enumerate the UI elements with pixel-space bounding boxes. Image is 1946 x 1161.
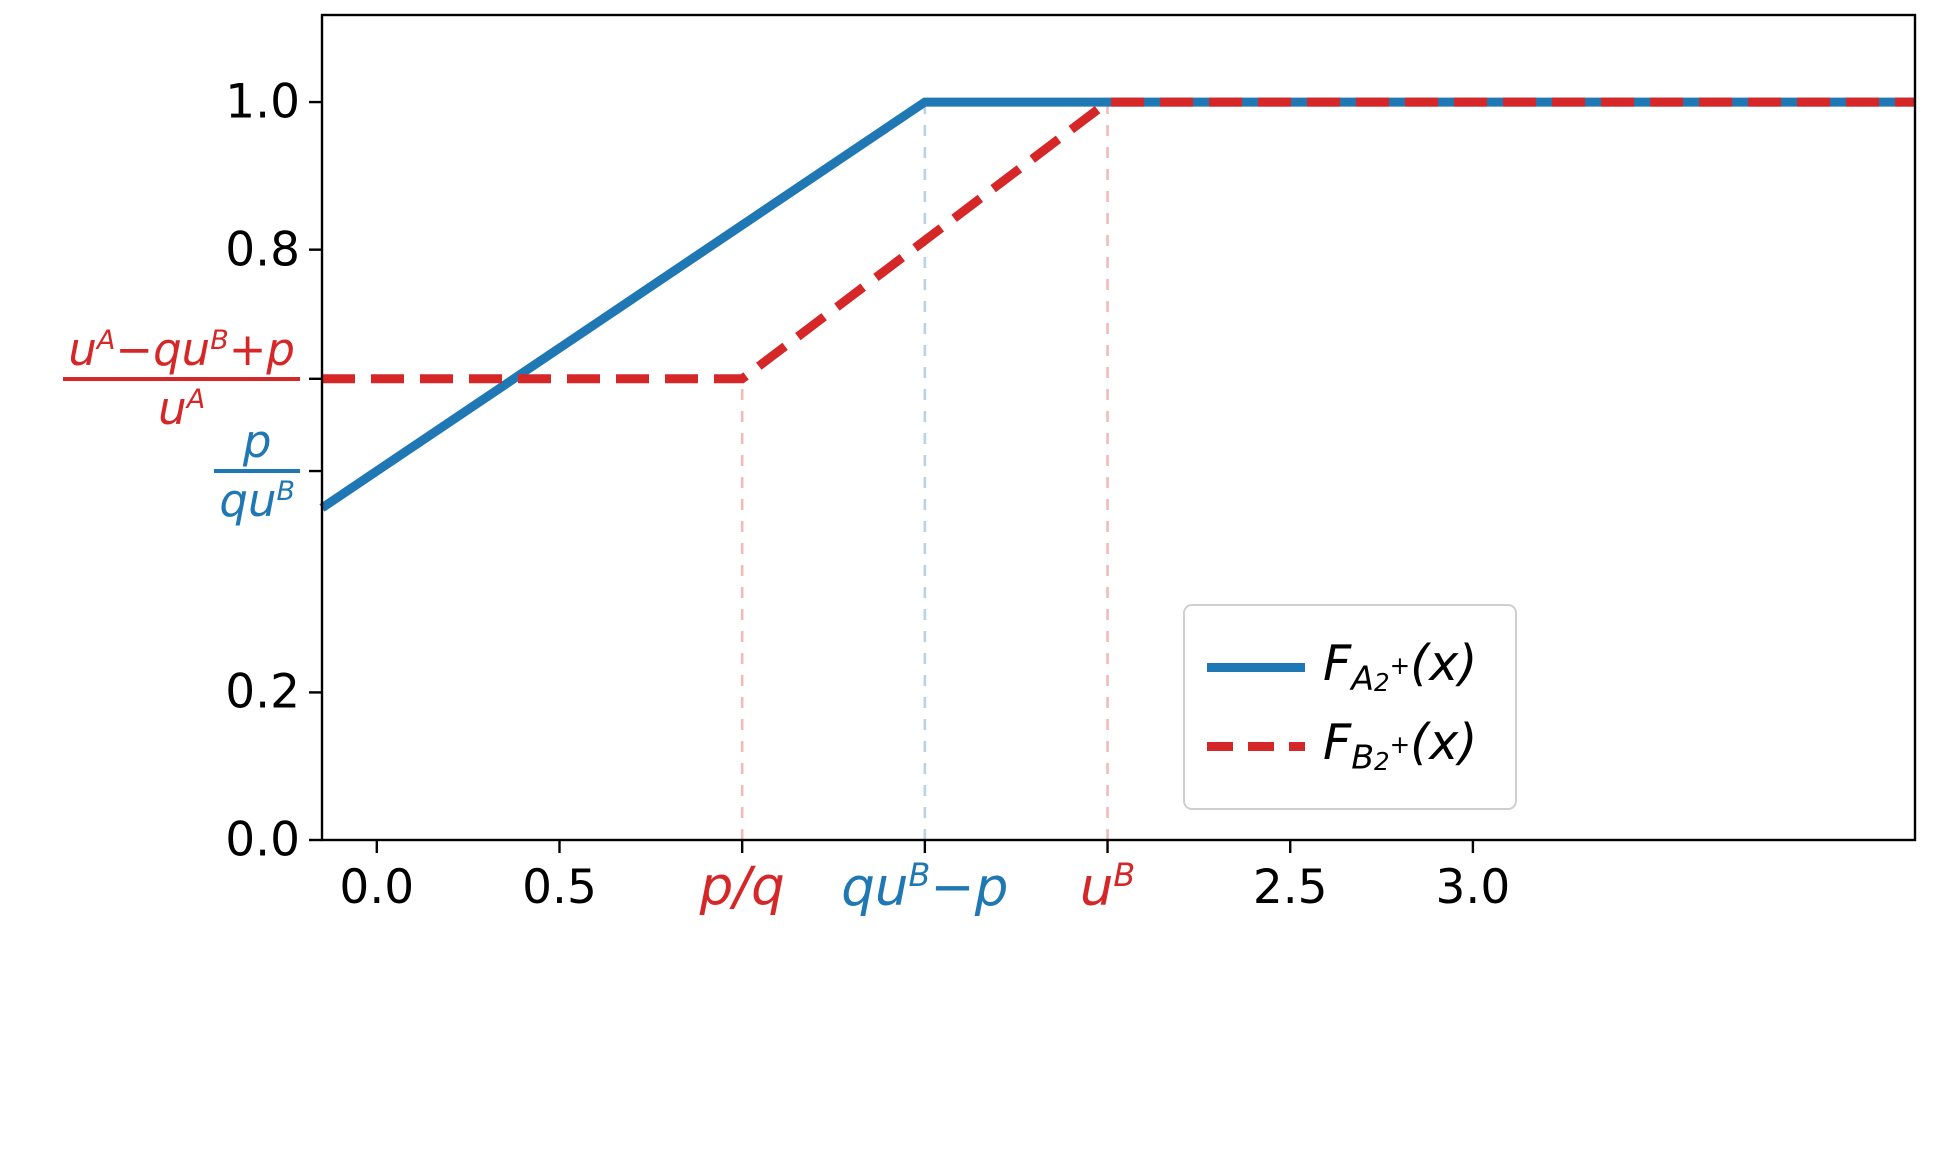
math-token: A: [96, 324, 116, 356]
x-tick-label-p-over-q: p/q: [700, 860, 785, 913]
y-tick-label-0-8: 0.8: [225, 222, 300, 278]
legend-line-sample-solid: [1207, 663, 1305, 673]
x-tick-label-3-0: 3.0: [1436, 864, 1511, 911]
math-token: B: [210, 324, 229, 356]
math-token: A: [186, 383, 206, 415]
math-token: u: [158, 381, 187, 435]
legend-entry-FA2plus: FA2+(x): [1207, 639, 1505, 696]
math-token: +p: [228, 322, 295, 376]
fraction-denominator: quB: [214, 477, 300, 524]
math-token: qu: [219, 473, 277, 527]
legend-line-sample-dashed: [1207, 741, 1305, 751]
fraction-denominator: uA: [153, 381, 210, 435]
math-token: +: [1389, 729, 1411, 759]
math-token: A: [1351, 658, 1374, 698]
legend-entry-FB2plus: FB2+(x): [1207, 718, 1505, 775]
y-tick-label-1-0: 1.0: [225, 74, 300, 130]
legend-label-FB2plus: FB2+(x): [1323, 718, 1477, 775]
math-token: +: [1389, 651, 1411, 681]
math-token: 2.5: [1252, 860, 1328, 915]
math-token: p/q: [699, 856, 785, 917]
math-token: 0.0: [339, 860, 415, 915]
math-token: B: [1113, 857, 1136, 894]
legend-label-FA2plus: FA2+(x): [1323, 639, 1477, 696]
y-tick-label-p-over-quB: p quB: [214, 418, 300, 524]
math-token: qu: [841, 857, 909, 919]
math-token: p: [242, 415, 272, 469]
x-tick-label-quB-minus-p: quB−p: [841, 860, 1008, 914]
y-tick-label-uA-minus-quB-plus-p-over-uA: uA−quB+p uA: [63, 326, 300, 432]
math-token: (x): [1410, 714, 1478, 771]
math-token: 2: [1373, 668, 1390, 698]
fraction-numerator: uA−quB+p: [63, 326, 300, 373]
math-token: 0.5: [522, 860, 597, 915]
legend: FA2+(x) FB2+(x): [1183, 604, 1517, 810]
math-token: u: [68, 322, 97, 376]
math-token: 2: [1374, 747, 1390, 777]
math-token: B: [1351, 737, 1375, 777]
fraction-numerator: p: [238, 418, 277, 465]
fraction-bar: [214, 469, 300, 473]
math-token: −qu: [115, 322, 211, 376]
x-tick-label-0-5: 0.5: [522, 864, 597, 911]
series-line-F_B2+(x): [322, 97, 1915, 384]
math-token: F: [1323, 714, 1352, 771]
x-tick-label-2-5: 2.5: [1253, 864, 1328, 911]
fraction-bar: [63, 377, 300, 381]
y-tick-label-0-2: 0.2: [225, 664, 300, 720]
math-token: −p: [930, 857, 1009, 919]
x-tick-label-uB: uB: [1080, 860, 1135, 914]
math-token: u: [1079, 857, 1114, 919]
math-token: F: [1323, 635, 1352, 693]
math-token: (x): [1410, 635, 1478, 693]
x-tick-label-0-0: 0.0: [339, 864, 414, 911]
axes-frame: [320, 13, 1917, 842]
series-line-F_A2+(x): [319, 97, 1915, 512]
math-token: B: [908, 857, 931, 894]
math-token: 3.0: [1435, 860, 1511, 915]
math-token: B: [276, 475, 295, 507]
y-tick-label-0-0: 0.0: [225, 812, 300, 868]
